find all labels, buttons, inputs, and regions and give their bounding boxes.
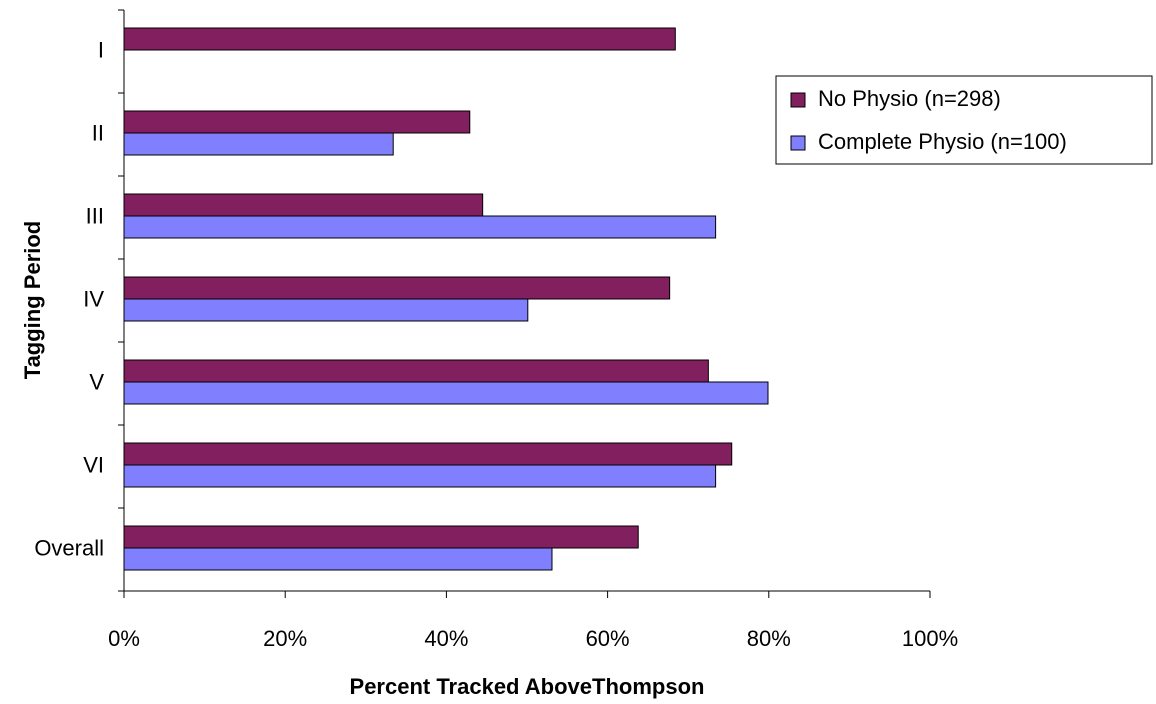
bar	[123, 215, 717, 239]
bar	[123, 276, 671, 300]
legend-label: No Physio (n=298)	[818, 86, 1001, 111]
y-axis-label: Tagging Period	[20, 221, 45, 379]
bar	[123, 464, 717, 488]
y-tick-label: II	[92, 120, 104, 145]
y-tick-label: Overall	[34, 535, 104, 560]
bar	[123, 132, 394, 156]
x-tick-label: 0%	[108, 626, 140, 651]
bar	[123, 298, 529, 322]
x-tick-label: 80%	[747, 626, 791, 651]
bar	[123, 359, 709, 383]
legend-label: Complete Physio (n=100)	[818, 129, 1067, 154]
x-tick-label: 40%	[424, 626, 468, 651]
y-tick-label: III	[86, 203, 104, 228]
bar	[123, 547, 553, 571]
bar	[123, 442, 733, 466]
x-tick-label: 20%	[263, 626, 307, 651]
bar	[123, 525, 639, 549]
bar	[123, 110, 471, 134]
bar	[123, 27, 676, 51]
bar	[123, 193, 484, 217]
y-tick-label: V	[89, 369, 104, 394]
legend-swatch	[790, 135, 806, 151]
y-tick-label: I	[98, 37, 104, 62]
x-axis-label: Percent Tracked AboveThompson	[350, 674, 705, 699]
legend-box	[775, 75, 1153, 165]
bar	[123, 381, 769, 405]
x-tick-label: 100%	[902, 626, 958, 651]
y-tick-label: IV	[83, 286, 104, 311]
legend-swatch	[790, 92, 806, 108]
y-tick-label: VI	[83, 452, 104, 477]
x-tick-label: 60%	[586, 626, 630, 651]
